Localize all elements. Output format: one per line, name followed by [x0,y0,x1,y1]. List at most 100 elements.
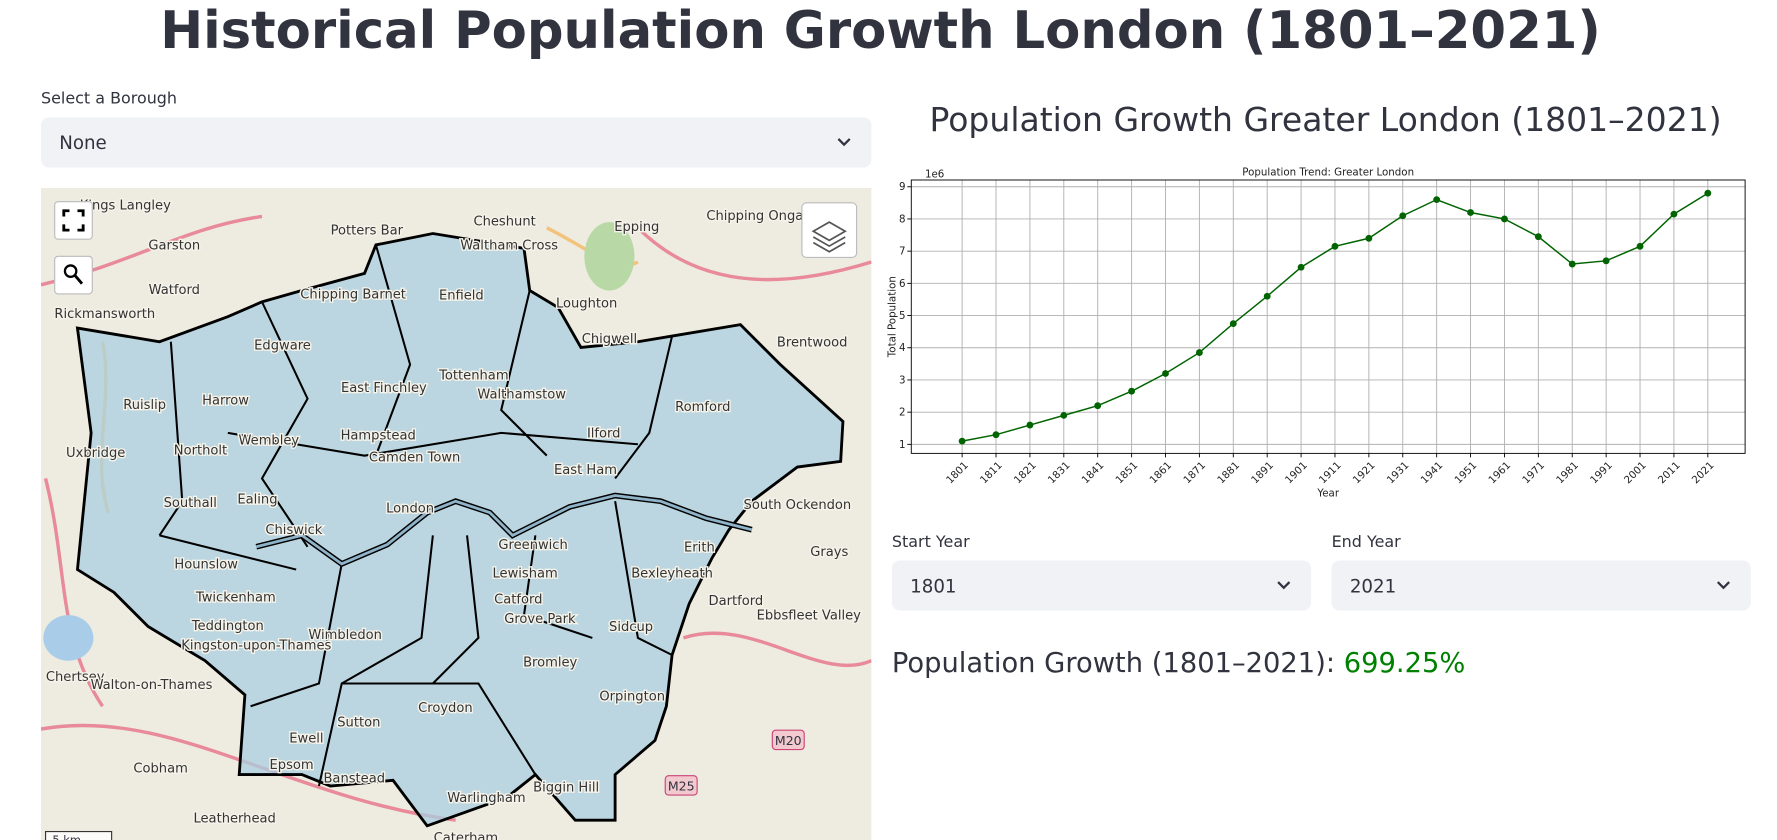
place-label: Walton-on-Thames [91,678,213,693]
place-label: Dartford [709,594,764,609]
place-label: Twickenham [195,590,276,605]
plot-frame [910,179,1746,454]
place-label: East Ham [554,463,617,478]
y-tick-label: 7 [899,246,906,258]
point [1026,421,1034,429]
fullscreen-button[interactable] [54,201,93,240]
layers-button[interactable] [801,202,858,259]
select-box[interactable] [1331,560,1751,611]
select-box[interactable] [41,117,872,168]
y-tick-label: 5 [899,310,906,322]
x-tick-label: 1951 [1452,459,1479,486]
place-label: Enfield [439,289,484,304]
borough-border [158,244,674,787]
point [1229,320,1237,328]
place-label: Garston [148,238,200,253]
place-label: Grove Park [504,612,576,627]
select-label: Select a Borough [41,89,177,108]
x-tick-label: 1851 [1113,459,1140,486]
place-label: Walthamstow [477,388,566,403]
reservoir [43,615,94,661]
growth-summary: Population Growth (1801–2021): 699.25% [892,648,1465,679]
search-icon [74,274,84,285]
place-label: Catford [494,593,542,608]
map[interactable]: Kings Langley Potters Bar Cheshunt Waltham … [41,187,872,840]
page-title: Historical Population Growth London (180… [160,1,1601,61]
road [41,214,872,822]
place-label: Romford [675,400,730,415]
point [1670,210,1678,218]
y-axis-label: Total Population [886,276,898,358]
place-label: Bromley [523,655,577,670]
select-value: 2021 [1350,576,1396,597]
point [992,431,1000,439]
x-axis-label: Year [1316,488,1339,500]
place-label: South Ockendon [744,498,852,513]
x-tick-label: 1831 [1046,459,1073,486]
y-offset-label: 1e6 [925,169,944,181]
scale-bar [44,830,113,840]
woodland [584,222,635,291]
place-label: Leatherhead [193,811,275,826]
place-label: Hounslow [174,557,238,572]
growth-value: 699.25% [1344,648,1466,679]
point [1263,292,1271,300]
point [1568,260,1576,268]
chevron [1716,581,1730,590]
end-year-select[interactable]: 2021 [1331,560,1751,611]
layers-icon [811,221,847,253]
place-label: Epping [614,220,659,235]
select-box[interactable] [891,560,1312,611]
place-label: Ilford [587,426,621,441]
place-label: Waltham Cross [460,238,558,253]
map-labels: Kings Langley Potters Bar Cheshunt Waltham … [44,197,862,840]
place-label: Biggin Hill [533,781,599,796]
x-tick-label: 1861 [1147,459,1174,486]
point [1195,349,1203,357]
place-label: Chertsey [46,670,105,685]
place-label: Ruislip [123,398,166,413]
y-tick-label: 3 [899,374,906,386]
x-tick-label: 1991 [1588,459,1615,486]
place-label: Watford [149,283,200,298]
start-year-label: Start Year [892,532,970,551]
x-tick-label: 1921 [1351,459,1378,486]
place-label: Caterham [434,831,499,840]
greater-london-boundary[interactable] [75,232,845,828]
place-label: Bexleyheath [631,567,713,582]
place-label: Chipping Ongar [706,209,809,224]
end-year-label: End Year [1332,532,1402,551]
place-label: Orpington [599,690,665,705]
place-label: Rickmansworth [54,307,155,322]
point [1128,387,1136,395]
place-label: Teddington [191,619,264,634]
x-tick-label: 1841 [1080,459,1107,486]
x-tick-label: 1881 [1215,459,1242,486]
place-label: East Finchley [341,381,427,396]
point [1534,233,1542,241]
place-label: Kingston-upon-Thames [181,638,331,653]
place-label: Hampstead [341,429,416,444]
place-label: Ebbsfleet Valley [757,609,862,624]
place-label: Greenwich [498,538,567,553]
place-label: Harrow [202,393,249,408]
place-label: Erith [684,540,715,555]
place-label: Sidcup [609,620,653,635]
scale-label: 5 km [52,833,81,840]
place-label: Potters Bar [331,224,404,239]
place-label: Epsom [270,758,314,773]
thames-water [255,494,753,566]
y-tick-label: 4 [899,342,906,354]
road-shield [664,775,698,796]
x-tick-label: 1871 [1181,459,1208,486]
point [1060,411,1068,419]
point [1297,263,1305,271]
borough-select[interactable]: None [41,117,872,168]
place-label: Loughton [556,297,617,312]
x-tick-label: 1801 [944,459,971,486]
place-label: Ewell [289,732,323,747]
search-icon [63,264,78,278]
start-year-select[interactable]: 1801 [891,560,1312,611]
